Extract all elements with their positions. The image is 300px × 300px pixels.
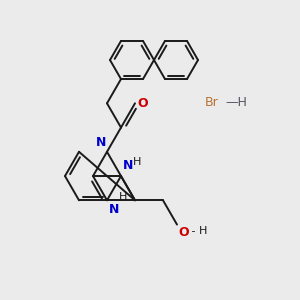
Text: N: N [123, 159, 134, 172]
Text: —H: —H [225, 95, 247, 109]
Text: N: N [96, 136, 106, 149]
Text: N: N [109, 203, 119, 216]
Text: O: O [137, 97, 148, 110]
Text: Br: Br [205, 95, 219, 109]
Text: O: O [178, 226, 189, 238]
Text: H: H [119, 192, 128, 202]
Text: H: H [133, 157, 141, 167]
Text: - H: - H [188, 226, 207, 236]
